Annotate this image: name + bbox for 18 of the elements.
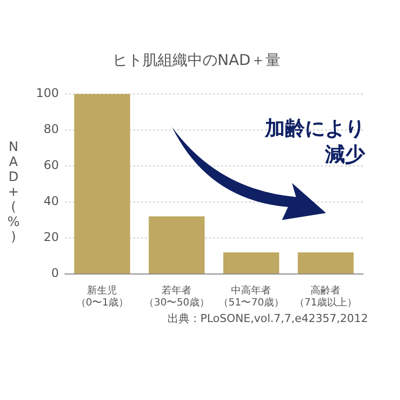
y-tick-label: 20 — [44, 230, 59, 244]
x-tick-label: 高齢者（71歳以上） — [294, 284, 358, 309]
source-note: 出典：PLoSONE,vol.7,7,e42357,2012 — [167, 312, 368, 325]
chart-title: ヒト肌組織中のNAD＋量 — [112, 50, 281, 69]
y-tick-label: 60 — [44, 158, 59, 172]
annotation: 加齢により減少 — [264, 116, 366, 166]
x-tick-label: 中高年者（51〜70歳） — [218, 284, 284, 309]
y-axis-title: NAD+(%) — [6, 140, 21, 245]
y-tick-label: 80 — [44, 122, 59, 136]
y-tick-label: 40 — [44, 194, 59, 208]
y-tick-label: 0 — [51, 266, 59, 280]
x-tick-label: 新生児（0〜1歳） — [76, 284, 129, 309]
bar — [298, 252, 354, 274]
x-tick-label: 若年者（30〜50歳） — [144, 284, 210, 309]
bar — [74, 94, 130, 274]
bar — [223, 252, 280, 274]
y-tick-label: 100 — [36, 86, 59, 100]
bar — [148, 216, 205, 274]
